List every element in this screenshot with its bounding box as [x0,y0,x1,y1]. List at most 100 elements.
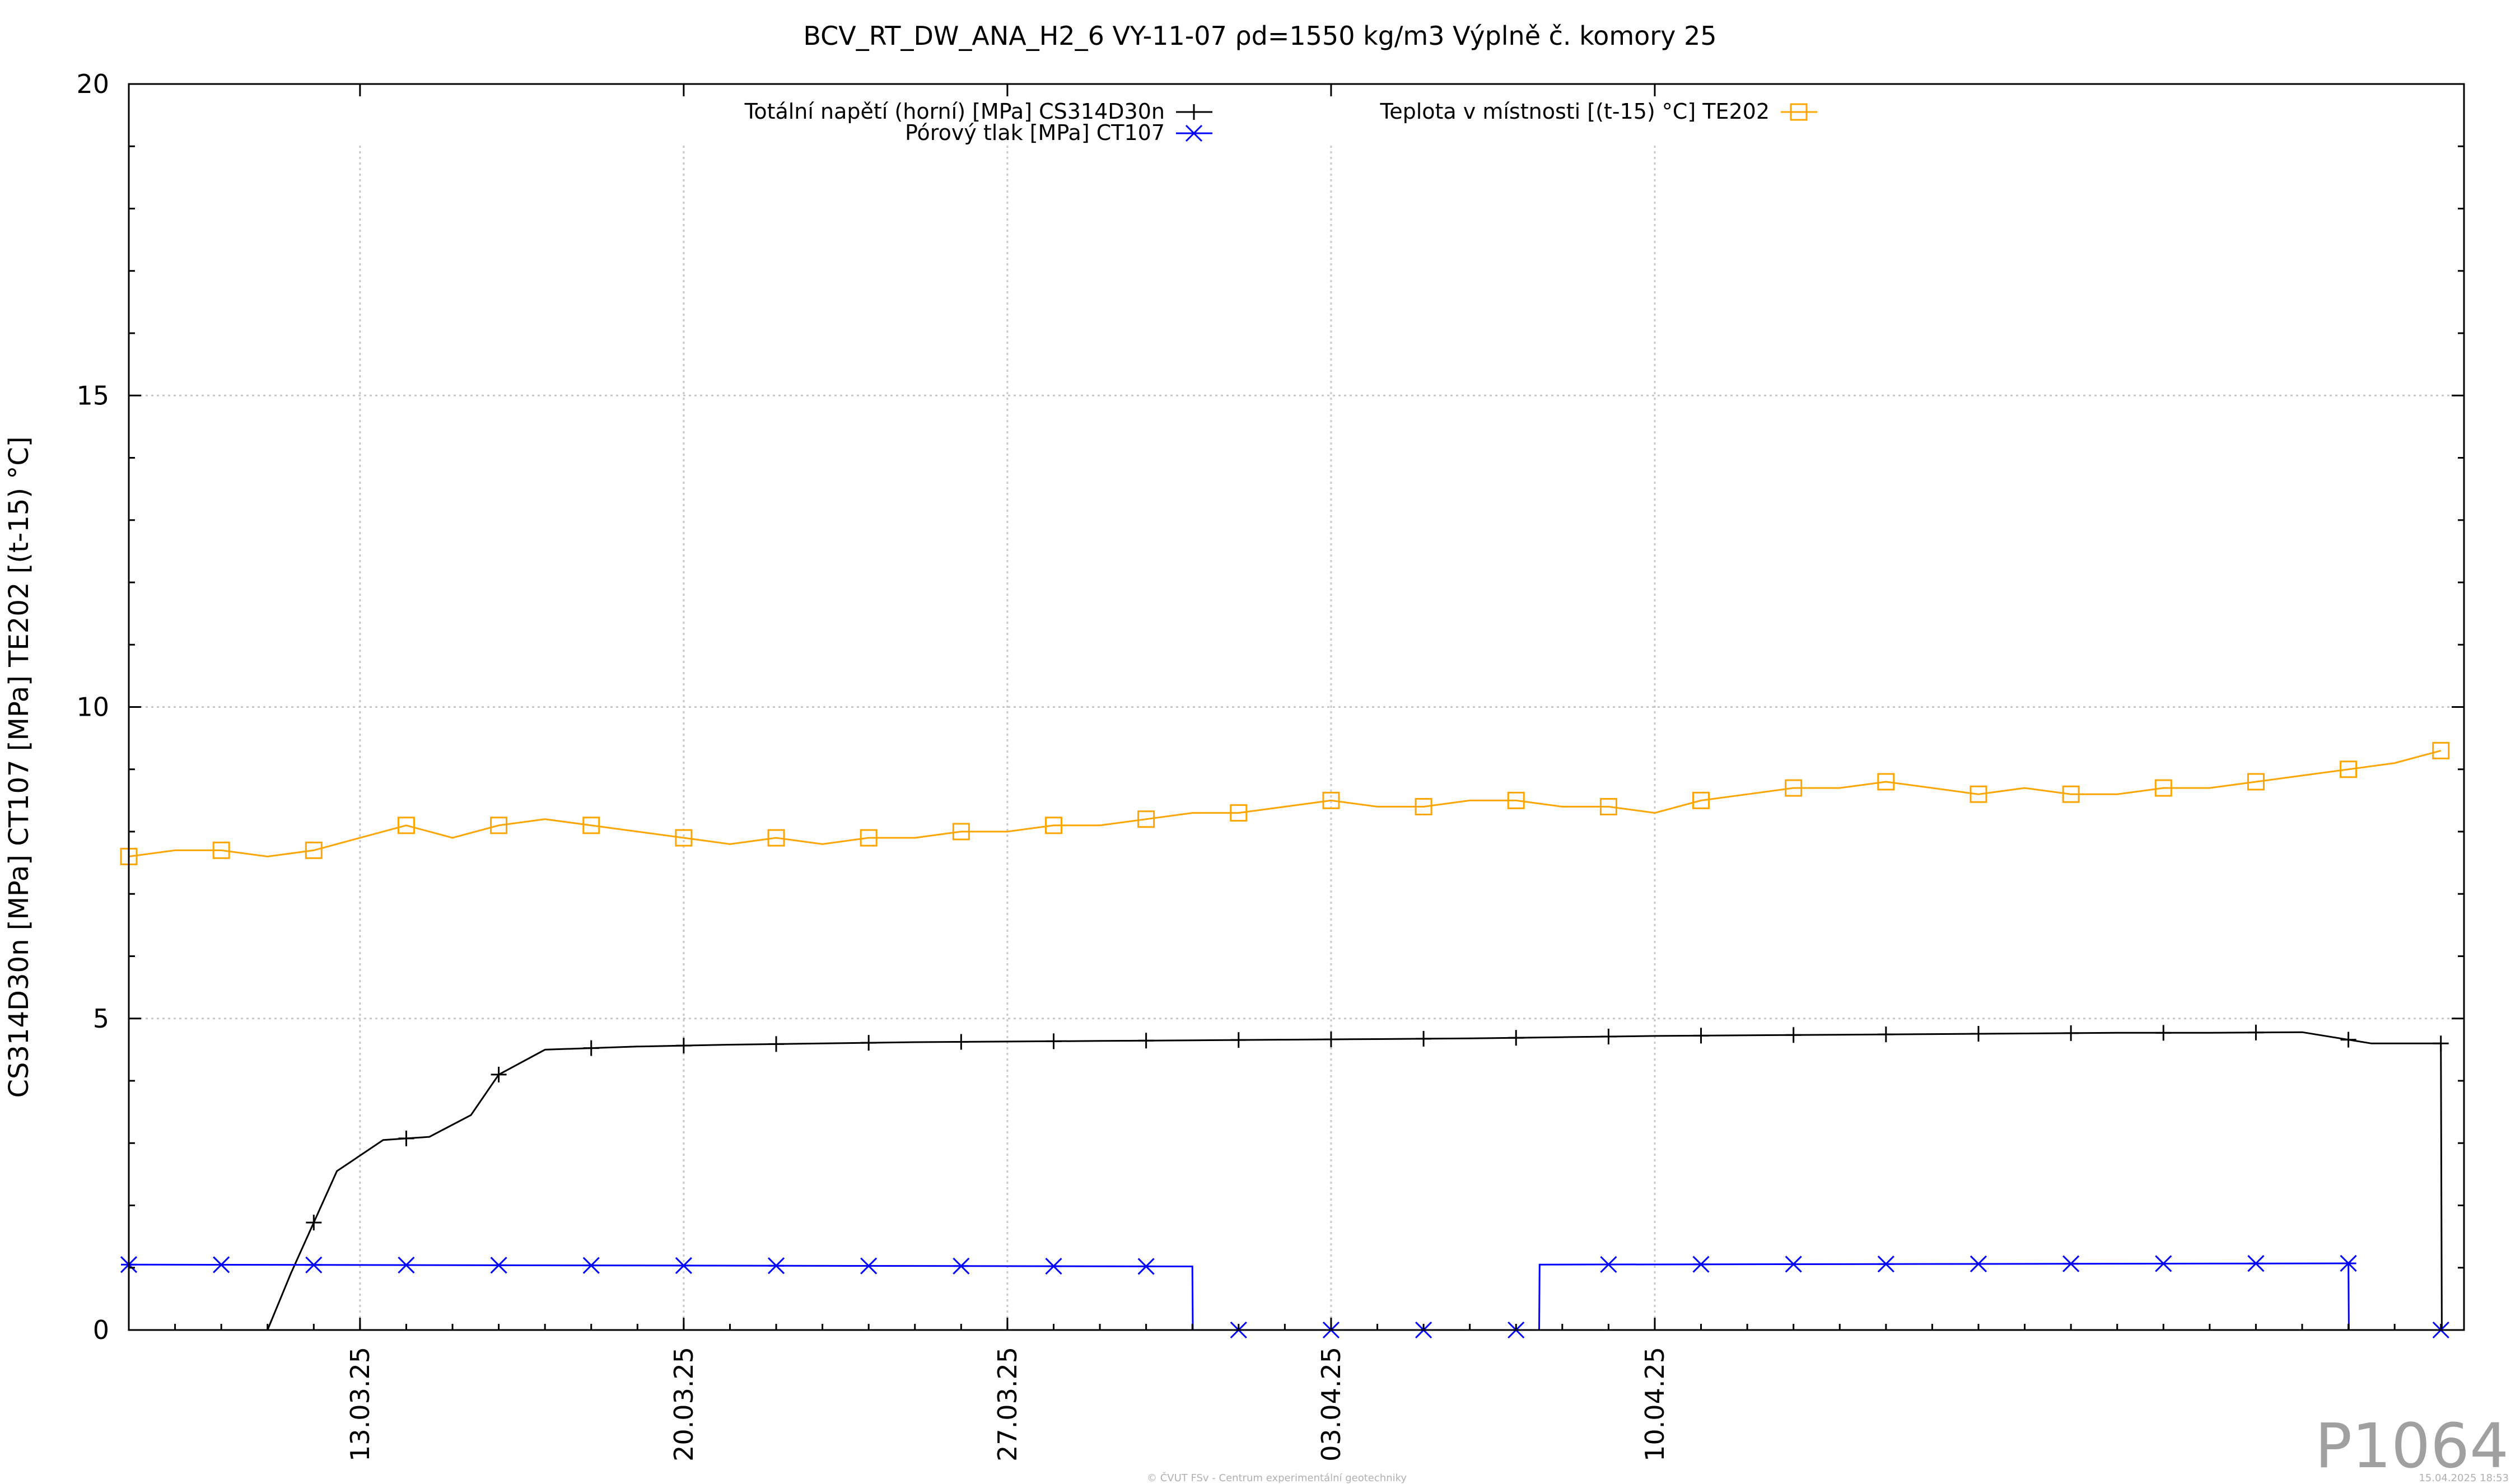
series-1 [267,1024,2449,1331]
series-marker [583,1040,599,1056]
x-tick-label: 20.03.25 [669,1347,699,1462]
chart-title: BCV_RT_DW_ANA_H2_6 VY-11-07 ρd=1550 kg/m… [803,21,1716,51]
series-marker [953,1034,969,1050]
legend-item: Teplota v místnosti [(t-15) °C] TE202 [1379,99,1817,124]
series-marker [305,1256,323,1273]
series-marker [1785,779,1803,797]
series-marker [860,1257,878,1275]
series-marker [2155,1255,2172,1272]
series-marker [2062,785,2080,803]
legend-marker [1790,103,1808,121]
series-marker [213,1256,230,1273]
y-tick-label: 20 [76,69,109,99]
series-marker [1137,810,1155,828]
legend-label: Teplota v místnosti [(t-15) °C] TE202 [1379,99,1770,124]
series-line [128,749,2442,858]
series-marker [1877,773,1895,791]
series-marker [491,1066,507,1082]
series-marker [1416,1030,1432,1047]
watermark: P1064 [2315,1410,2509,1482]
series-marker [1600,1256,1617,1273]
legend-label: Pórový tlak [MPa] CT107 [905,120,1165,145]
series-marker [1878,1026,1894,1043]
series-marker [1230,804,1248,822]
x-tick-label: 03.04.25 [1316,1347,1346,1462]
y-tick-label: 0 [93,1315,109,1345]
series-marker [2247,773,2265,791]
x-axis: 13.03.25 20.03.25 27.03.25 03.04.25 10.04.25 [174,84,2442,1462]
series-marker [1322,791,1340,809]
legend-item: Pórový tlak [MPa] CT107 [905,120,1212,145]
series-marker [1599,798,1617,815]
series-marker [1970,785,1987,803]
x-tick-label: 13.03.25 [345,1347,375,1462]
series-3 [120,741,2450,865]
legend-label: Totální napětí (horní) [MPa] CS314D30n [744,99,1165,124]
x-tick-label: 27.03.25 [992,1347,1023,1462]
y-axis-label: CS314D30n [MPa] CT107 [MPa] TE202 [(t-15… [3,436,35,1098]
series-marker [1046,1033,1062,1049]
series-marker [675,829,693,847]
series-marker [2432,741,2450,759]
series-marker [860,829,878,847]
series-marker [1044,816,1062,834]
series-marker [1970,1026,1986,1042]
series-marker [1693,1028,1709,1044]
series-marker [490,816,508,834]
series-marker [768,1036,785,1052]
series-layer [120,741,2464,1339]
series-marker [1138,1033,1154,1049]
series-marker [2154,779,2172,797]
footer-timestamp: 15.04.2025 18:53 [2419,1472,2509,1484]
legend: Totální napětí (horní) [MPa] CS314D30nPó… [744,99,1817,145]
series-marker [861,1035,877,1051]
footer-copyright: © ČVUT FSv - Centrum experimentální geot… [1147,1472,1407,1484]
series-marker [2062,1255,2080,1272]
series-marker [2340,760,2358,778]
series-marker [675,1257,692,1274]
series-marker [1323,1032,1339,1048]
legend-marker [1185,124,1203,142]
series-line [128,1262,2464,1331]
series-marker [952,823,970,841]
series-marker [1600,1029,1617,1045]
series-marker [1692,791,1710,809]
series-marker [398,1130,414,1146]
series-marker [1415,798,1432,815]
legend-item: Totální napětí (horní) [MPa] CS314D30n [744,99,1212,124]
series-marker [2248,1024,2264,1040]
series-marker [675,1038,692,1054]
series-marker [490,1257,507,1274]
grid [129,146,2464,1330]
series-marker [398,1256,415,1274]
series-marker [1785,1256,1802,1273]
y-tick-label: 10 [76,692,109,722]
series-marker [1507,791,1525,809]
series-marker [2433,1035,2449,1052]
series-marker [2340,1254,2357,1272]
series-marker [1045,1258,1062,1275]
series-marker [2063,1025,2079,1041]
series-marker [1877,1256,1894,1273]
series-marker [397,816,415,834]
series-marker [306,1215,322,1231]
series-marker [1692,1256,1710,1273]
series-marker [767,1257,785,1275]
series-marker [1508,1030,1524,1046]
series-marker [2340,1032,2356,1048]
series-marker [1137,1258,1155,1275]
y-tick-label: 15 [76,380,109,410]
x-tick-label: 10.04.25 [1640,1347,1670,1462]
series-marker [2247,1255,2265,1272]
series-marker [953,1257,970,1275]
series-marker [767,829,785,847]
legend-marker [1186,104,1202,120]
series-marker [212,841,230,859]
series-marker [582,1257,600,1274]
series-marker [1230,1032,1247,1048]
series-line [267,1031,2443,1331]
series-marker [582,816,600,834]
series-marker [1970,1255,1987,1273]
y-axis: 0 5 10 15 20 [76,69,2464,1345]
